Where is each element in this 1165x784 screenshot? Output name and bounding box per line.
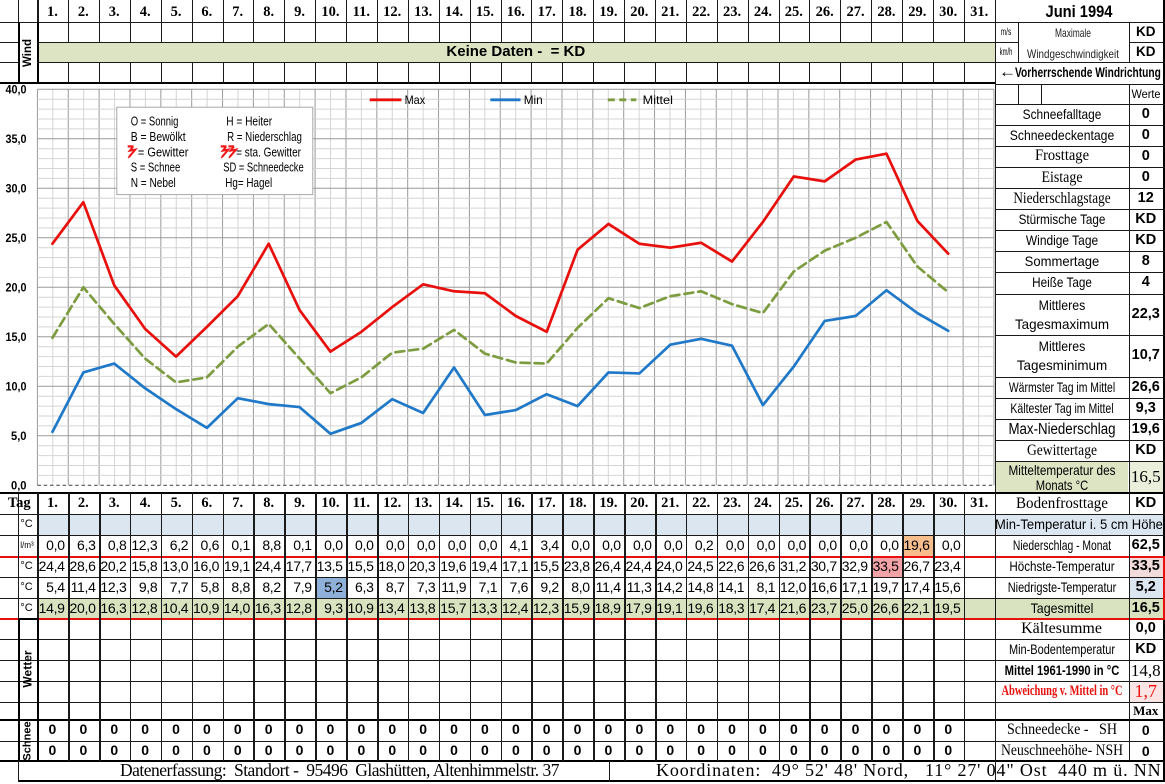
svg-text:5,0: 5,0: [11, 431, 27, 443]
svg-text:R = Niederschlag: R = Niederschlag: [227, 129, 302, 144]
svg-text:0,0: 0,0: [11, 480, 27, 492]
svg-text:SD = Schneedecke: SD = Schneedecke: [223, 159, 304, 174]
svg-text:Min: Min: [524, 93, 543, 107]
svg-text:25,0: 25,0: [6, 233, 27, 245]
svg-text:30,0: 30,0: [6, 183, 27, 195]
svg-text:Mittel: Mittel: [643, 93, 673, 107]
svg-text:Hg= Hagel: Hg= Hagel: [225, 175, 272, 190]
svg-text:40,0: 40,0: [6, 84, 27, 96]
svg-text:= sta. Gewitter: = sta. Gewitter: [236, 144, 301, 159]
svg-text:15,0: 15,0: [6, 332, 27, 344]
svg-text:10,0: 10,0: [6, 381, 27, 393]
svg-text:= Gewitter: = Gewitter: [138, 144, 189, 159]
svg-text:20,0: 20,0: [6, 282, 27, 294]
svg-text:B = Bewölkt: B = Bewölkt: [131, 129, 186, 144]
svg-text:Max: Max: [405, 93, 426, 107]
svg-text:N = Nebel: N = Nebel: [131, 175, 176, 190]
svg-text:S = Schnee: S = Schnee: [131, 159, 181, 174]
svg-text:H = Heiter: H = Heiter: [226, 114, 273, 129]
svg-text:O = Sonnig: O = Sonnig: [131, 114, 179, 129]
svg-text:35,0: 35,0: [6, 134, 27, 146]
